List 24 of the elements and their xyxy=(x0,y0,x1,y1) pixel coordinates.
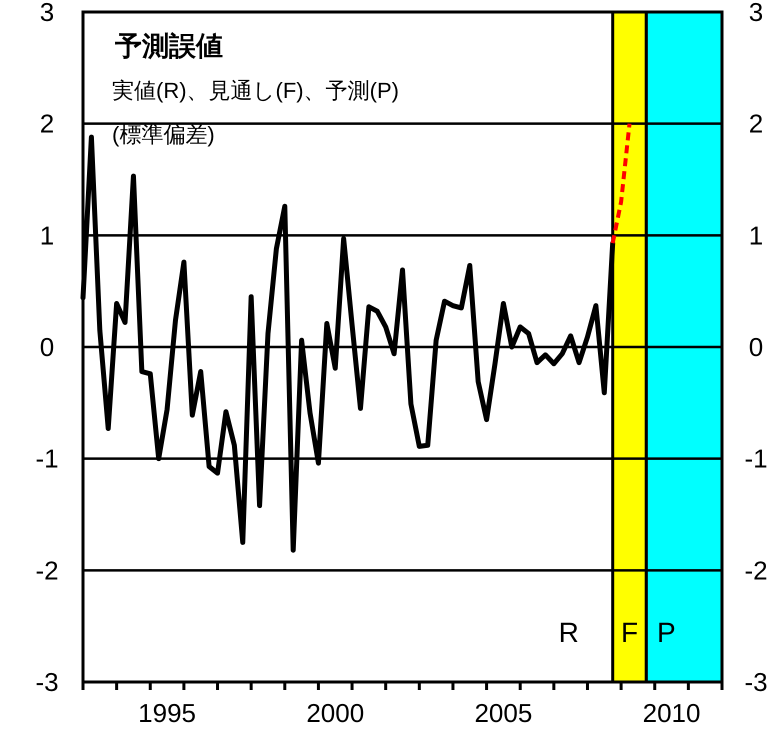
y2-tick-label: -2 xyxy=(744,555,768,586)
y2-tick-label: 3 xyxy=(748,0,764,27)
text: 予測誤値 xyxy=(114,31,223,61)
x-tick-label: 1995 xyxy=(138,698,196,728)
y2-tick-label: 1 xyxy=(748,220,764,250)
band-label: P xyxy=(656,617,676,648)
y-tick-label: 0 xyxy=(40,332,54,362)
y-tick-label: 1 xyxy=(40,220,54,250)
y2-tick-label: 0 xyxy=(748,332,764,362)
x-tick-label: 2000 xyxy=(306,698,364,728)
y2-tick-label: -1 xyxy=(744,444,768,474)
y-tick-label: -3 xyxy=(35,667,59,697)
y-tick-label: -2 xyxy=(35,555,59,586)
y-tick-label: 2 xyxy=(40,108,54,139)
x-tick-label: 2005 xyxy=(474,698,532,728)
y-tick-label: -1 xyxy=(35,444,59,474)
text: 実値(R)、見通し(F)、予測(P) xyxy=(112,78,399,103)
annotation: R xyxy=(558,617,579,648)
y2-tick-label: -3 xyxy=(744,667,768,697)
x-tick-label: 2010 xyxy=(642,698,700,728)
y2-tick-label: 2 xyxy=(748,108,764,139)
y-tick-label: 3 xyxy=(40,0,54,27)
annotation: (標準偏差) xyxy=(112,122,215,147)
band-label: F xyxy=(620,617,638,648)
